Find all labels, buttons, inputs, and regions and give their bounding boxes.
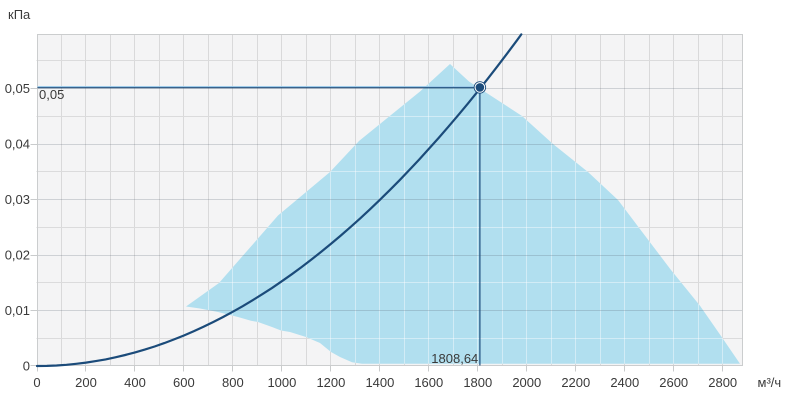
svg-text:0,02: 0,02 — [5, 248, 30, 263]
svg-text:1400: 1400 — [365, 375, 394, 390]
svg-text:0: 0 — [33, 375, 40, 390]
svg-text:800: 800 — [222, 375, 244, 390]
svg-text:м³/ч: м³/ч — [758, 375, 782, 390]
svg-text:0,05: 0,05 — [5, 81, 30, 96]
svg-text:2000: 2000 — [512, 375, 541, 390]
svg-text:0,05: 0,05 — [39, 87, 64, 102]
svg-text:2800: 2800 — [708, 375, 737, 390]
svg-text:1200: 1200 — [316, 375, 345, 390]
svg-text:1808,64: 1808,64 — [431, 351, 478, 366]
svg-text:1600: 1600 — [414, 375, 443, 390]
svg-text:0,03: 0,03 — [5, 192, 30, 207]
svg-text:600: 600 — [173, 375, 195, 390]
svg-text:400: 400 — [124, 375, 146, 390]
svg-text:2600: 2600 — [659, 375, 688, 390]
svg-text:2400: 2400 — [610, 375, 639, 390]
svg-text:1800: 1800 — [463, 375, 492, 390]
svg-text:0,04: 0,04 — [5, 137, 30, 152]
svg-text:1000: 1000 — [267, 375, 296, 390]
svg-text:кПа: кПа — [8, 7, 31, 22]
svg-text:0: 0 — [23, 358, 30, 373]
svg-text:2200: 2200 — [561, 375, 590, 390]
svg-text:0,01: 0,01 — [5, 303, 30, 318]
svg-text:200: 200 — [75, 375, 97, 390]
